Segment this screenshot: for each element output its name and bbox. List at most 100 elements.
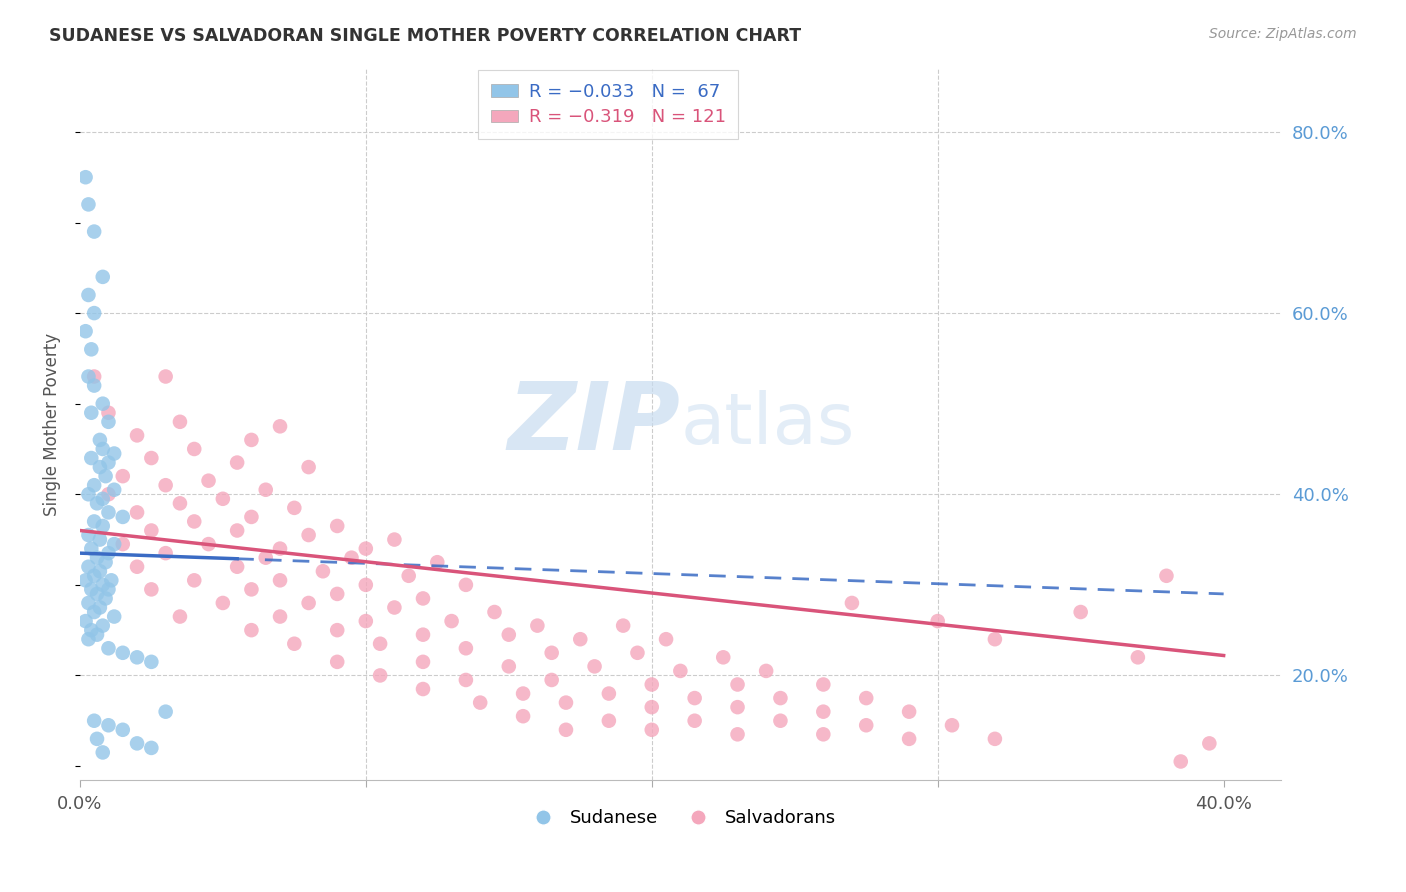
Sudanese — [77, 369, 100, 384]
Salvadorans — [412, 628, 434, 642]
Sudanese — [75, 574, 97, 588]
Salvadorans — [226, 524, 249, 538]
Sudanese — [86, 550, 108, 565]
Sudanese — [77, 487, 100, 501]
Sudanese — [91, 746, 114, 760]
Sudanese — [83, 378, 105, 392]
Salvadorans — [498, 659, 520, 673]
Salvadorans — [384, 533, 406, 547]
Salvadorans — [555, 723, 578, 737]
Sudanese — [94, 469, 117, 483]
Salvadorans — [641, 700, 664, 714]
Salvadorans — [83, 369, 105, 384]
Salvadorans — [813, 727, 835, 741]
Salvadorans — [141, 450, 163, 465]
Sudanese — [103, 609, 125, 624]
Salvadorans — [555, 696, 578, 710]
Salvadorans — [898, 705, 921, 719]
Sudanese — [89, 433, 111, 447]
Salvadorans — [183, 574, 205, 588]
Salvadorans — [111, 537, 134, 551]
Salvadorans — [240, 623, 263, 637]
Text: Source: ZipAtlas.com: Source: ZipAtlas.com — [1209, 27, 1357, 41]
Salvadorans — [412, 655, 434, 669]
Salvadorans — [612, 618, 634, 632]
Salvadorans — [927, 614, 949, 628]
Sudanese — [83, 478, 105, 492]
Salvadorans — [125, 505, 148, 519]
Sudanese — [97, 582, 120, 597]
Salvadorans — [412, 591, 434, 606]
Salvadorans — [155, 369, 177, 384]
Salvadorans — [426, 555, 449, 569]
Sudanese — [80, 582, 103, 597]
Salvadorans — [540, 673, 562, 687]
Salvadorans — [125, 559, 148, 574]
Salvadorans — [1198, 736, 1220, 750]
Sudanese — [125, 736, 148, 750]
Salvadorans — [540, 646, 562, 660]
Salvadorans — [384, 600, 406, 615]
Sudanese — [77, 288, 100, 302]
Salvadorans — [655, 632, 678, 647]
Salvadorans — [326, 519, 349, 533]
Salvadorans — [141, 524, 163, 538]
Salvadorans — [298, 596, 321, 610]
Salvadorans — [813, 677, 835, 691]
Salvadorans — [898, 731, 921, 746]
Salvadorans — [641, 723, 664, 737]
Sudanese — [86, 587, 108, 601]
Sudanese — [91, 397, 114, 411]
Sudanese — [83, 306, 105, 320]
Salvadorans — [727, 677, 749, 691]
Sudanese — [77, 559, 100, 574]
Salvadorans — [669, 664, 692, 678]
Salvadorans — [755, 664, 778, 678]
Salvadorans — [813, 705, 835, 719]
Sudanese — [111, 723, 134, 737]
Salvadorans — [197, 537, 219, 551]
Sudanese — [80, 541, 103, 556]
Salvadorans — [711, 650, 734, 665]
Sudanese — [89, 533, 111, 547]
Salvadorans — [298, 528, 321, 542]
Text: atlas: atlas — [681, 390, 855, 458]
Sudanese — [89, 600, 111, 615]
Salvadorans — [283, 500, 305, 515]
Salvadorans — [769, 691, 792, 706]
Salvadorans — [727, 700, 749, 714]
Sudanese — [141, 655, 163, 669]
Sudanese — [97, 505, 120, 519]
Salvadorans — [269, 574, 291, 588]
Salvadorans — [440, 614, 463, 628]
Salvadorans — [197, 474, 219, 488]
Salvadorans — [683, 691, 706, 706]
Salvadorans — [368, 637, 391, 651]
Sudanese — [83, 605, 105, 619]
Salvadorans — [312, 564, 335, 578]
Sudanese — [91, 519, 114, 533]
Sudanese — [91, 442, 114, 456]
Sudanese — [89, 564, 111, 578]
Salvadorans — [470, 696, 492, 710]
Salvadorans — [1126, 650, 1149, 665]
Salvadorans — [1156, 569, 1178, 583]
Salvadorans — [155, 478, 177, 492]
Salvadorans — [569, 632, 592, 647]
Salvadorans — [298, 460, 321, 475]
Salvadorans — [183, 442, 205, 456]
Salvadorans — [97, 406, 120, 420]
Sudanese — [83, 515, 105, 529]
Sudanese — [91, 269, 114, 284]
Salvadorans — [583, 659, 606, 673]
Salvadorans — [398, 569, 420, 583]
Salvadorans — [626, 646, 648, 660]
Sudanese — [103, 537, 125, 551]
Sudanese — [75, 170, 97, 185]
Salvadorans — [269, 609, 291, 624]
Salvadorans — [941, 718, 963, 732]
Salvadorans — [169, 496, 191, 510]
Text: ZIP: ZIP — [508, 378, 681, 470]
Salvadorans — [1170, 755, 1192, 769]
Sudanese — [94, 591, 117, 606]
